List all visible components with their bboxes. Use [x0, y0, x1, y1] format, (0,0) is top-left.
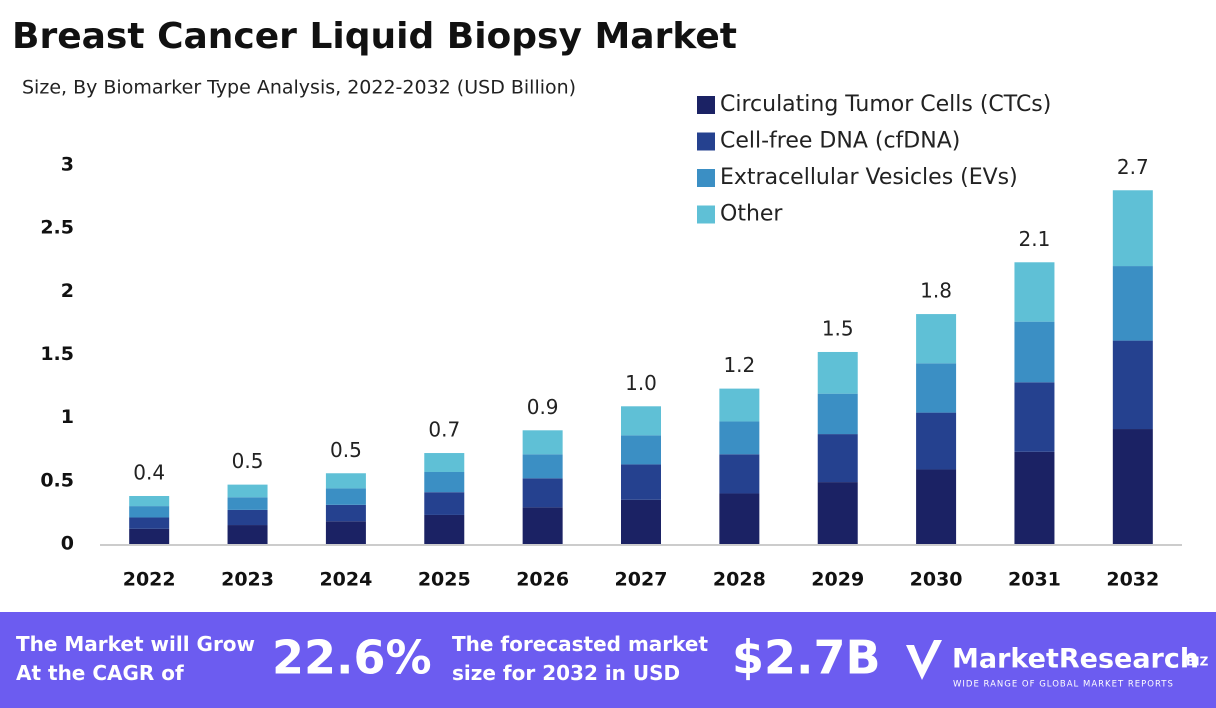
legend-label: Cell-free DNA (cfDNA): [720, 129, 960, 154]
total-label: 1.0: [625, 371, 657, 395]
cagr-text: The Market will Grow At the CAGR of: [16, 632, 256, 685]
bar-segment: [1112, 190, 1153, 267]
x-tick-label: 2030: [910, 569, 963, 591]
bar-segment: [621, 435, 661, 465]
bar-segment: [719, 421, 760, 455]
bar-segment: [227, 484, 268, 498]
bar-segment: [424, 471, 465, 493]
y-tick-label: 1: [61, 406, 74, 428]
total-label: 0.4: [133, 460, 165, 484]
bar-segment: [129, 506, 170, 518]
x-tick-label: 2022: [123, 569, 176, 591]
bar-segment: [227, 509, 268, 526]
legend-label: Circulating Tumor Cells (CTCs): [720, 92, 1051, 117]
total-label: 0.7: [428, 418, 460, 442]
x-tick-label: 2032: [1106, 569, 1159, 591]
forecast-text: The forecasted market size for 2032 in U…: [452, 632, 709, 685]
bar-segment: [817, 393, 858, 435]
legend-swatch: [697, 96, 715, 114]
x-tick-label: 2029: [811, 569, 864, 591]
brand-suffix: BIZ: [1186, 655, 1209, 669]
y-tick-label: 2.5: [40, 217, 74, 239]
y-tick-label: 2: [61, 280, 74, 302]
chart-subtitle: Size, By Biomarker Type Analysis, 2022-2…: [22, 77, 576, 99]
x-tick-label: 2028: [713, 569, 766, 591]
bar-segment: [1014, 451, 1055, 544]
total-label: 2.1: [1019, 227, 1051, 251]
y-tick-label: 0: [61, 533, 74, 555]
bar-segment: [916, 363, 957, 413]
bar-segment: [424, 492, 465, 515]
total-label: 2.7: [1117, 155, 1149, 179]
bar-segment: [325, 504, 366, 522]
cagr-value: 22.6%: [272, 631, 432, 685]
forecast-text-box: The forecasted market size for 2032 in U…: [452, 632, 709, 685]
total-label: 0.5: [330, 438, 362, 462]
bar-segment: [719, 493, 760, 544]
bar-segment: [227, 525, 268, 544]
bar-segment: [1112, 429, 1153, 544]
chart-title: Breast Cancer Liquid Biopsy Market: [12, 16, 737, 57]
total-label: 1.8: [920, 279, 952, 303]
bar-segment: [424, 453, 465, 472]
x-tick-label: 2025: [418, 569, 471, 591]
x-tick-label: 2027: [615, 569, 668, 591]
bar-segment: [916, 314, 957, 364]
bar-segment: [1112, 340, 1153, 430]
bar-segment: [719, 388, 760, 422]
legend-swatch: [697, 205, 715, 224]
bar-segment: [817, 351, 858, 394]
bar-segment: [522, 507, 563, 544]
bar-segment: [1014, 321, 1055, 383]
x-tick-label: 2031: [1008, 569, 1061, 591]
bar-segment: [621, 406, 661, 436]
bar-segment: [325, 521, 366, 544]
total-label: 0.9: [527, 395, 559, 419]
bar-segment: [522, 430, 563, 455]
forecast-value: $2.7B: [732, 631, 881, 685]
tagline: WIDE RANGE OF GLOBAL MARKET REPORTS: [953, 680, 1174, 690]
bar-segment: [1014, 382, 1055, 452]
legend-label: Extracellular Vesicles (EVs): [720, 165, 1018, 190]
legend-swatch: [697, 132, 715, 151]
brand: MarketResearch: [952, 644, 1199, 675]
bar-segment: [424, 514, 465, 544]
x-tick-label: 2026: [516, 569, 569, 591]
total-label: 0.5: [232, 449, 264, 473]
cagr-text-box: The Market will Grow At the CAGR of: [16, 632, 256, 685]
legend-swatch: [697, 169, 715, 187]
total-label: 1.5: [822, 316, 854, 340]
bar-segment: [817, 482, 858, 544]
legend-label: Other: [720, 202, 783, 227]
y-tick-label: 3: [61, 154, 74, 176]
bar-segment: [916, 412, 957, 470]
bar-segment: [129, 495, 170, 507]
bar-segment: [1112, 266, 1153, 341]
footer-bg: [0, 612, 1216, 708]
total-label: 1.2: [723, 353, 755, 377]
x-tick-label: 2023: [221, 569, 274, 591]
bar-segment: [621, 464, 661, 500]
bar-segment: [719, 454, 760, 494]
bar-segment: [227, 497, 268, 510]
x-tick-label: 2024: [319, 569, 372, 591]
bar-segment: [817, 434, 858, 483]
bar-segment: [621, 499, 661, 544]
bar-segment: [325, 488, 366, 505]
bar-segment: [916, 469, 957, 544]
bar-segment: [522, 454, 563, 479]
bar-segment: [1014, 262, 1055, 322]
y-tick-label: 1.5: [40, 343, 74, 365]
logo-icon: [906, 640, 942, 680]
bar-segment: [325, 473, 366, 489]
bar-segment: [129, 517, 170, 529]
bar-segment: [522, 478, 563, 508]
footer: The Market will Grow At the CAGR of 22.6…: [0, 612, 1216, 708]
y-tick-label: 0.5: [40, 469, 74, 491]
bar-segment: [129, 528, 170, 544]
